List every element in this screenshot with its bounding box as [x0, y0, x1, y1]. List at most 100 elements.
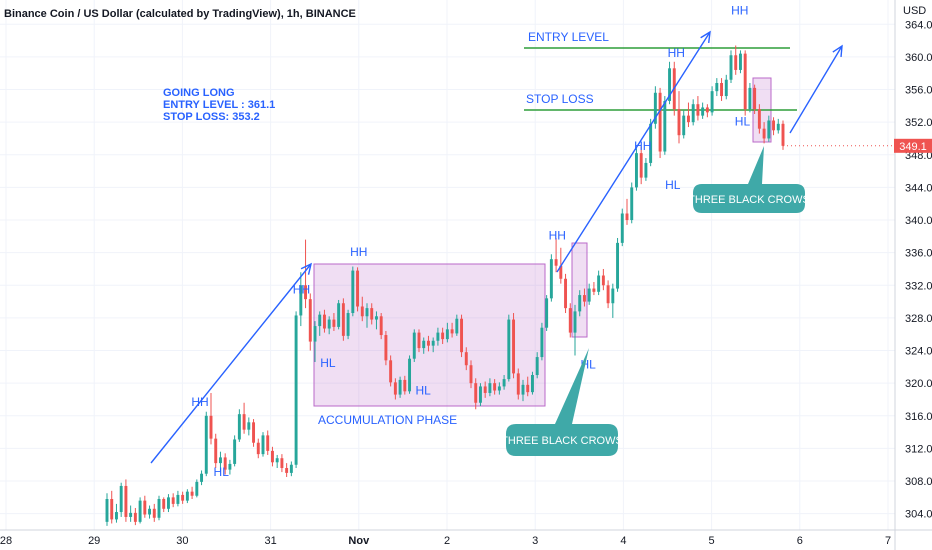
candle	[166, 494, 170, 513]
candle-body	[724, 79, 728, 97]
candle-body	[119, 485, 123, 513]
candle-body	[649, 123, 653, 163]
candle-body	[143, 500, 147, 515]
candle	[356, 267, 360, 312]
candle-body	[351, 270, 355, 314]
candle-body	[592, 288, 596, 292]
info-stop-loss: STOP LOSS: 353.2	[163, 111, 260, 123]
candle	[370, 303, 374, 325]
candle	[171, 493, 175, 508]
candle-body	[337, 303, 341, 327]
candle	[228, 459, 232, 475]
candle-body	[535, 357, 539, 376]
x-tick-label: 2	[444, 535, 450, 547]
candle	[114, 503, 118, 523]
candle-body	[455, 318, 459, 334]
candle-body	[620, 213, 624, 243]
candle	[181, 491, 185, 504]
candle	[422, 337, 426, 354]
x-tick-label: 30	[176, 535, 188, 547]
candle	[663, 96, 667, 155]
candle-body	[757, 109, 761, 129]
candle	[474, 378, 478, 410]
candle	[299, 272, 303, 327]
hh-label: HH	[191, 395, 208, 409]
candle-body	[441, 332, 445, 340]
candle	[285, 463, 289, 477]
callout-three-black-crows-2: THREE BLACK CROWS	[688, 146, 810, 213]
x-tick-label: 29	[88, 535, 100, 547]
hh-label: HH	[668, 46, 685, 60]
x-tick-label: 6	[797, 535, 803, 547]
x-tick-label: 4	[620, 535, 626, 547]
candle	[611, 283, 615, 318]
candle	[417, 329, 421, 353]
candle-body	[611, 288, 615, 304]
candle-body	[148, 508, 152, 515]
y-axis: 304.0 308.0 312.0 316.0 320.0 324.0 328.0 332.0…	[894, 0, 932, 550]
candle	[389, 355, 393, 387]
candle	[767, 115, 771, 142]
candle-body	[275, 458, 279, 463]
candle	[266, 430, 270, 455]
candle-body	[389, 360, 393, 383]
candle	[587, 283, 591, 305]
candle-body	[521, 384, 525, 395]
candle	[521, 379, 525, 402]
candle	[649, 118, 653, 167]
candle	[294, 311, 298, 469]
candle-body	[289, 464, 293, 473]
candle-body	[729, 55, 733, 80]
candle	[776, 118, 780, 134]
candle	[738, 50, 742, 74]
candle-body	[493, 383, 497, 391]
candle	[346, 309, 350, 340]
candle	[185, 489, 189, 504]
candle	[781, 120, 785, 150]
candle-body	[398, 379, 402, 395]
candle-body	[762, 128, 766, 139]
candle	[762, 122, 766, 144]
candle-body	[365, 308, 369, 317]
candle	[696, 96, 700, 121]
arrow-shaft	[789, 45, 843, 134]
candle-body	[384, 335, 388, 361]
candle	[233, 435, 237, 467]
candle-body	[781, 123, 785, 146]
candle	[393, 378, 397, 400]
candle	[753, 84, 757, 114]
candle	[256, 438, 260, 459]
candle-body	[601, 275, 605, 286]
candle-body	[233, 439, 237, 464]
candle	[209, 392, 213, 445]
candle	[408, 355, 412, 394]
candle	[436, 327, 440, 346]
candle-body	[280, 458, 284, 469]
candle-body	[379, 316, 383, 336]
candle-body	[474, 383, 478, 403]
candle-body	[776, 123, 780, 131]
y-tick-label: 336.0	[905, 248, 932, 260]
candle	[351, 266, 355, 317]
arrow-shaft	[150, 263, 312, 464]
candle	[757, 104, 761, 134]
candle-body	[682, 115, 686, 136]
x-tick-label: 7	[885, 535, 891, 547]
candle	[200, 470, 204, 486]
y-tick-label: 304.0	[905, 509, 932, 521]
candle	[686, 102, 690, 128]
candle	[152, 503, 156, 522]
candle-body	[701, 107, 705, 116]
candle	[639, 146, 643, 185]
candle-body	[247, 422, 251, 430]
candle-body	[285, 468, 289, 473]
candle	[455, 314, 459, 336]
candle-body	[677, 109, 681, 136]
candle	[677, 91, 681, 144]
candle-body	[478, 386, 482, 403]
candle	[157, 495, 161, 521]
candle	[460, 314, 464, 358]
candle	[398, 376, 402, 398]
candle	[450, 322, 454, 338]
